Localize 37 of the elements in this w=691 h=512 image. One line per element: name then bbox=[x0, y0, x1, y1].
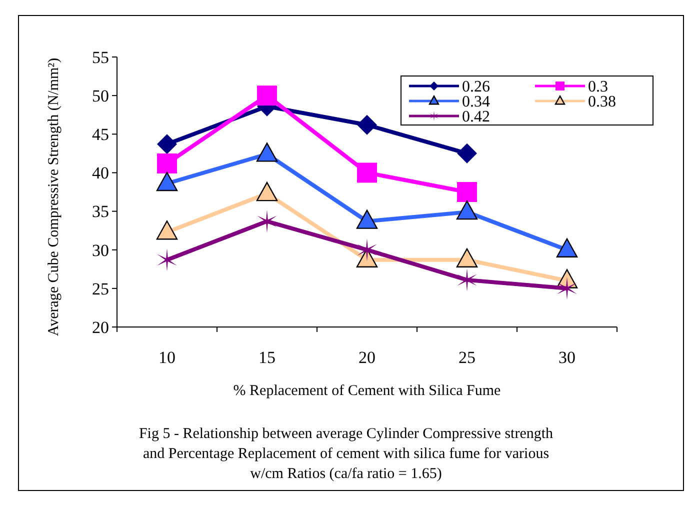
point bbox=[556, 238, 578, 258]
y-tick-label: 25 bbox=[92, 279, 109, 298]
point bbox=[356, 210, 378, 229]
legend-label: 0.3 bbox=[588, 78, 608, 96]
x-tick-label: 15 bbox=[258, 348, 276, 367]
point bbox=[456, 248, 478, 268]
text: Fig 5 - Relationship between average Cylinder Compressive strength and Percentage Replacement of cement with silica fume for various w/cm Ratios (ca/fa ratio = 1.65) bbox=[138, 426, 554, 482]
y-axis-title: Average Cube Compressive Strength (N/mm²) bbox=[46, 58, 62, 336]
y-tick-label: 35 bbox=[92, 202, 109, 222]
point bbox=[257, 86, 277, 106]
x-tick-label: 30 bbox=[558, 348, 576, 367]
x-tick-label: 10 bbox=[158, 348, 176, 367]
point bbox=[256, 142, 278, 162]
point bbox=[157, 153, 177, 174]
point bbox=[457, 182, 477, 202]
legend-label: 0.34 bbox=[462, 94, 490, 111]
point bbox=[457, 143, 477, 164]
y-tick-label: 20 bbox=[92, 318, 109, 337]
y-tick-label: 40 bbox=[92, 164, 109, 183]
y-tick-label: 55 bbox=[92, 48, 109, 67]
point bbox=[157, 134, 177, 154]
x-axis-title: % Replacement of Cement with Silica Fume bbox=[233, 383, 502, 399]
point bbox=[156, 172, 178, 192]
point bbox=[257, 210, 277, 233]
legend-label: 0.42 bbox=[462, 108, 490, 126]
y-tick-label: 50 bbox=[92, 86, 109, 106]
point bbox=[357, 162, 377, 183]
point bbox=[156, 220, 178, 240]
point bbox=[357, 114, 377, 135]
x-tick-label: 20 bbox=[358, 348, 376, 367]
y-tick-label: 45 bbox=[92, 125, 109, 144]
point bbox=[456, 200, 478, 220]
point bbox=[256, 182, 278, 202]
legend-label: 0.26 bbox=[462, 78, 490, 96]
x-tick-label: 25 bbox=[458, 348, 476, 367]
y-tick-label: 30 bbox=[92, 240, 109, 260]
legend-label: 0.38 bbox=[588, 94, 616, 111]
